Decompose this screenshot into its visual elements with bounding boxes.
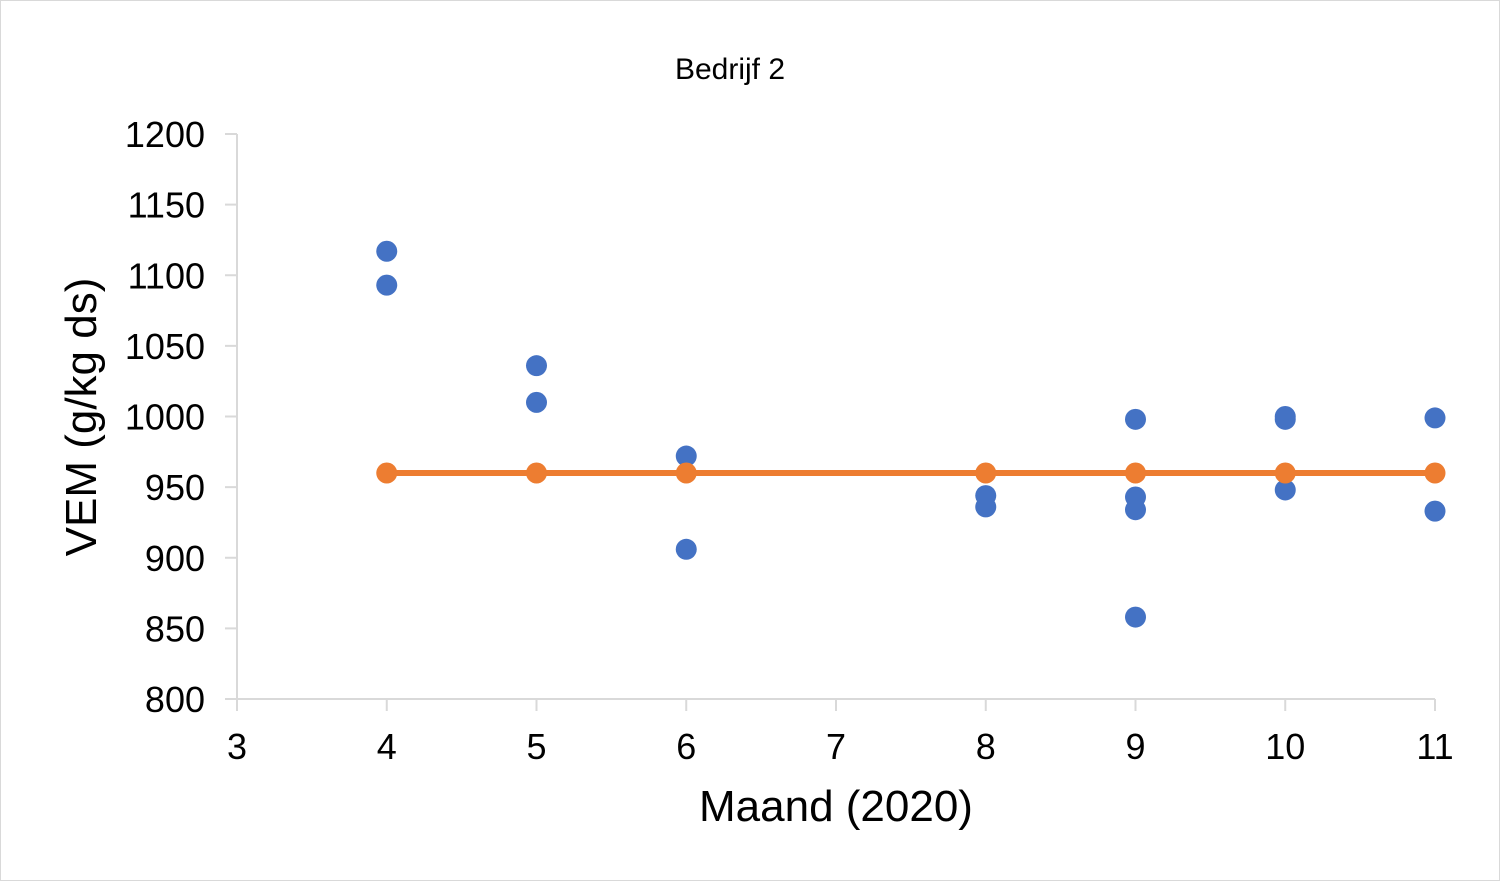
data-point <box>1424 462 1446 484</box>
y-axis-ticks: 800 850 900 950 1000 1050 1100 1150 1200 <box>125 114 237 720</box>
data-point <box>1424 500 1446 522</box>
data-point <box>1274 462 1296 484</box>
data-point <box>376 274 398 296</box>
y-tick-label: 800 <box>145 679 205 720</box>
x-tick-label: 5 <box>526 726 546 767</box>
data-point <box>675 538 697 560</box>
x-tick-label: 7 <box>826 726 846 767</box>
data-point <box>1125 499 1146 521</box>
data-point <box>975 462 997 484</box>
x-tick-label: 11 <box>1416 726 1453 767</box>
x-axis-ticks: 3 4 5 6 7 8 9 10 11 <box>227 699 1454 767</box>
y-tick-label: 1050 <box>125 326 205 367</box>
x-tick-label: 4 <box>377 726 397 767</box>
data-point <box>526 462 547 484</box>
data-point <box>376 240 398 262</box>
data-point <box>526 355 547 377</box>
data-point <box>526 391 547 413</box>
y-tick-label: 1200 <box>125 114 205 155</box>
y-tick-label: 900 <box>145 538 205 579</box>
data-point <box>675 445 697 467</box>
y-tick-label: 1150 <box>128 185 205 226</box>
chart-title: Bedrijf 2 <box>675 53 785 86</box>
x-tick-label: 6 <box>676 726 696 767</box>
y-tick-label: 950 <box>145 467 205 508</box>
data-point <box>975 496 997 518</box>
x-tick-label: 10 <box>1265 726 1305 767</box>
y-tick-label: 1000 <box>125 397 205 438</box>
series-layer <box>376 240 1446 628</box>
y-axis-title: VEM (g/kg ds) <box>57 278 106 557</box>
x-tick-label: 9 <box>1125 726 1145 767</box>
data-point <box>1125 408 1146 430</box>
data-point <box>1125 606 1146 628</box>
data-point <box>1274 408 1296 430</box>
data-point <box>1424 407 1446 429</box>
data-point <box>1125 462 1146 484</box>
data-point <box>1274 479 1296 501</box>
x-axis-title: Maand (2020) <box>699 782 973 831</box>
data-point <box>675 462 697 484</box>
x-tick-label: 8 <box>976 726 996 767</box>
x-tick-label: 3 <box>227 726 247 767</box>
data-point <box>376 462 398 484</box>
y-tick-label: 1100 <box>128 255 205 296</box>
y-tick-label: 850 <box>145 608 205 649</box>
